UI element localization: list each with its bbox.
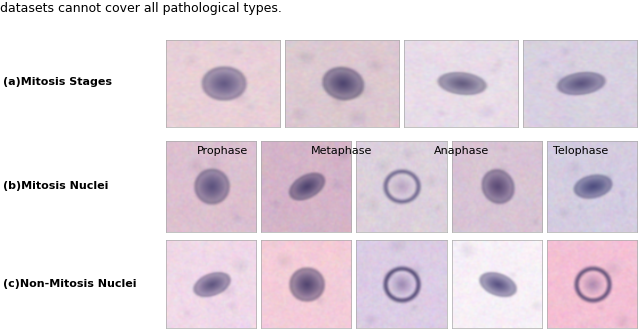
Text: (b)Mitosis Nuclei: (b)Mitosis Nuclei — [3, 181, 109, 191]
Text: Telophase: Telophase — [553, 146, 608, 156]
Text: Anaphase: Anaphase — [433, 146, 489, 156]
Text: Metaphase: Metaphase — [311, 146, 372, 156]
Text: datasets cannot cover all pathological types.: datasets cannot cover all pathological t… — [0, 2, 282, 15]
Text: Prophase: Prophase — [197, 146, 248, 156]
Text: (a)Mitosis Stages: (a)Mitosis Stages — [3, 77, 112, 87]
Text: (c)Non-Mitosis Nuclei: (c)Non-Mitosis Nuclei — [3, 279, 137, 289]
